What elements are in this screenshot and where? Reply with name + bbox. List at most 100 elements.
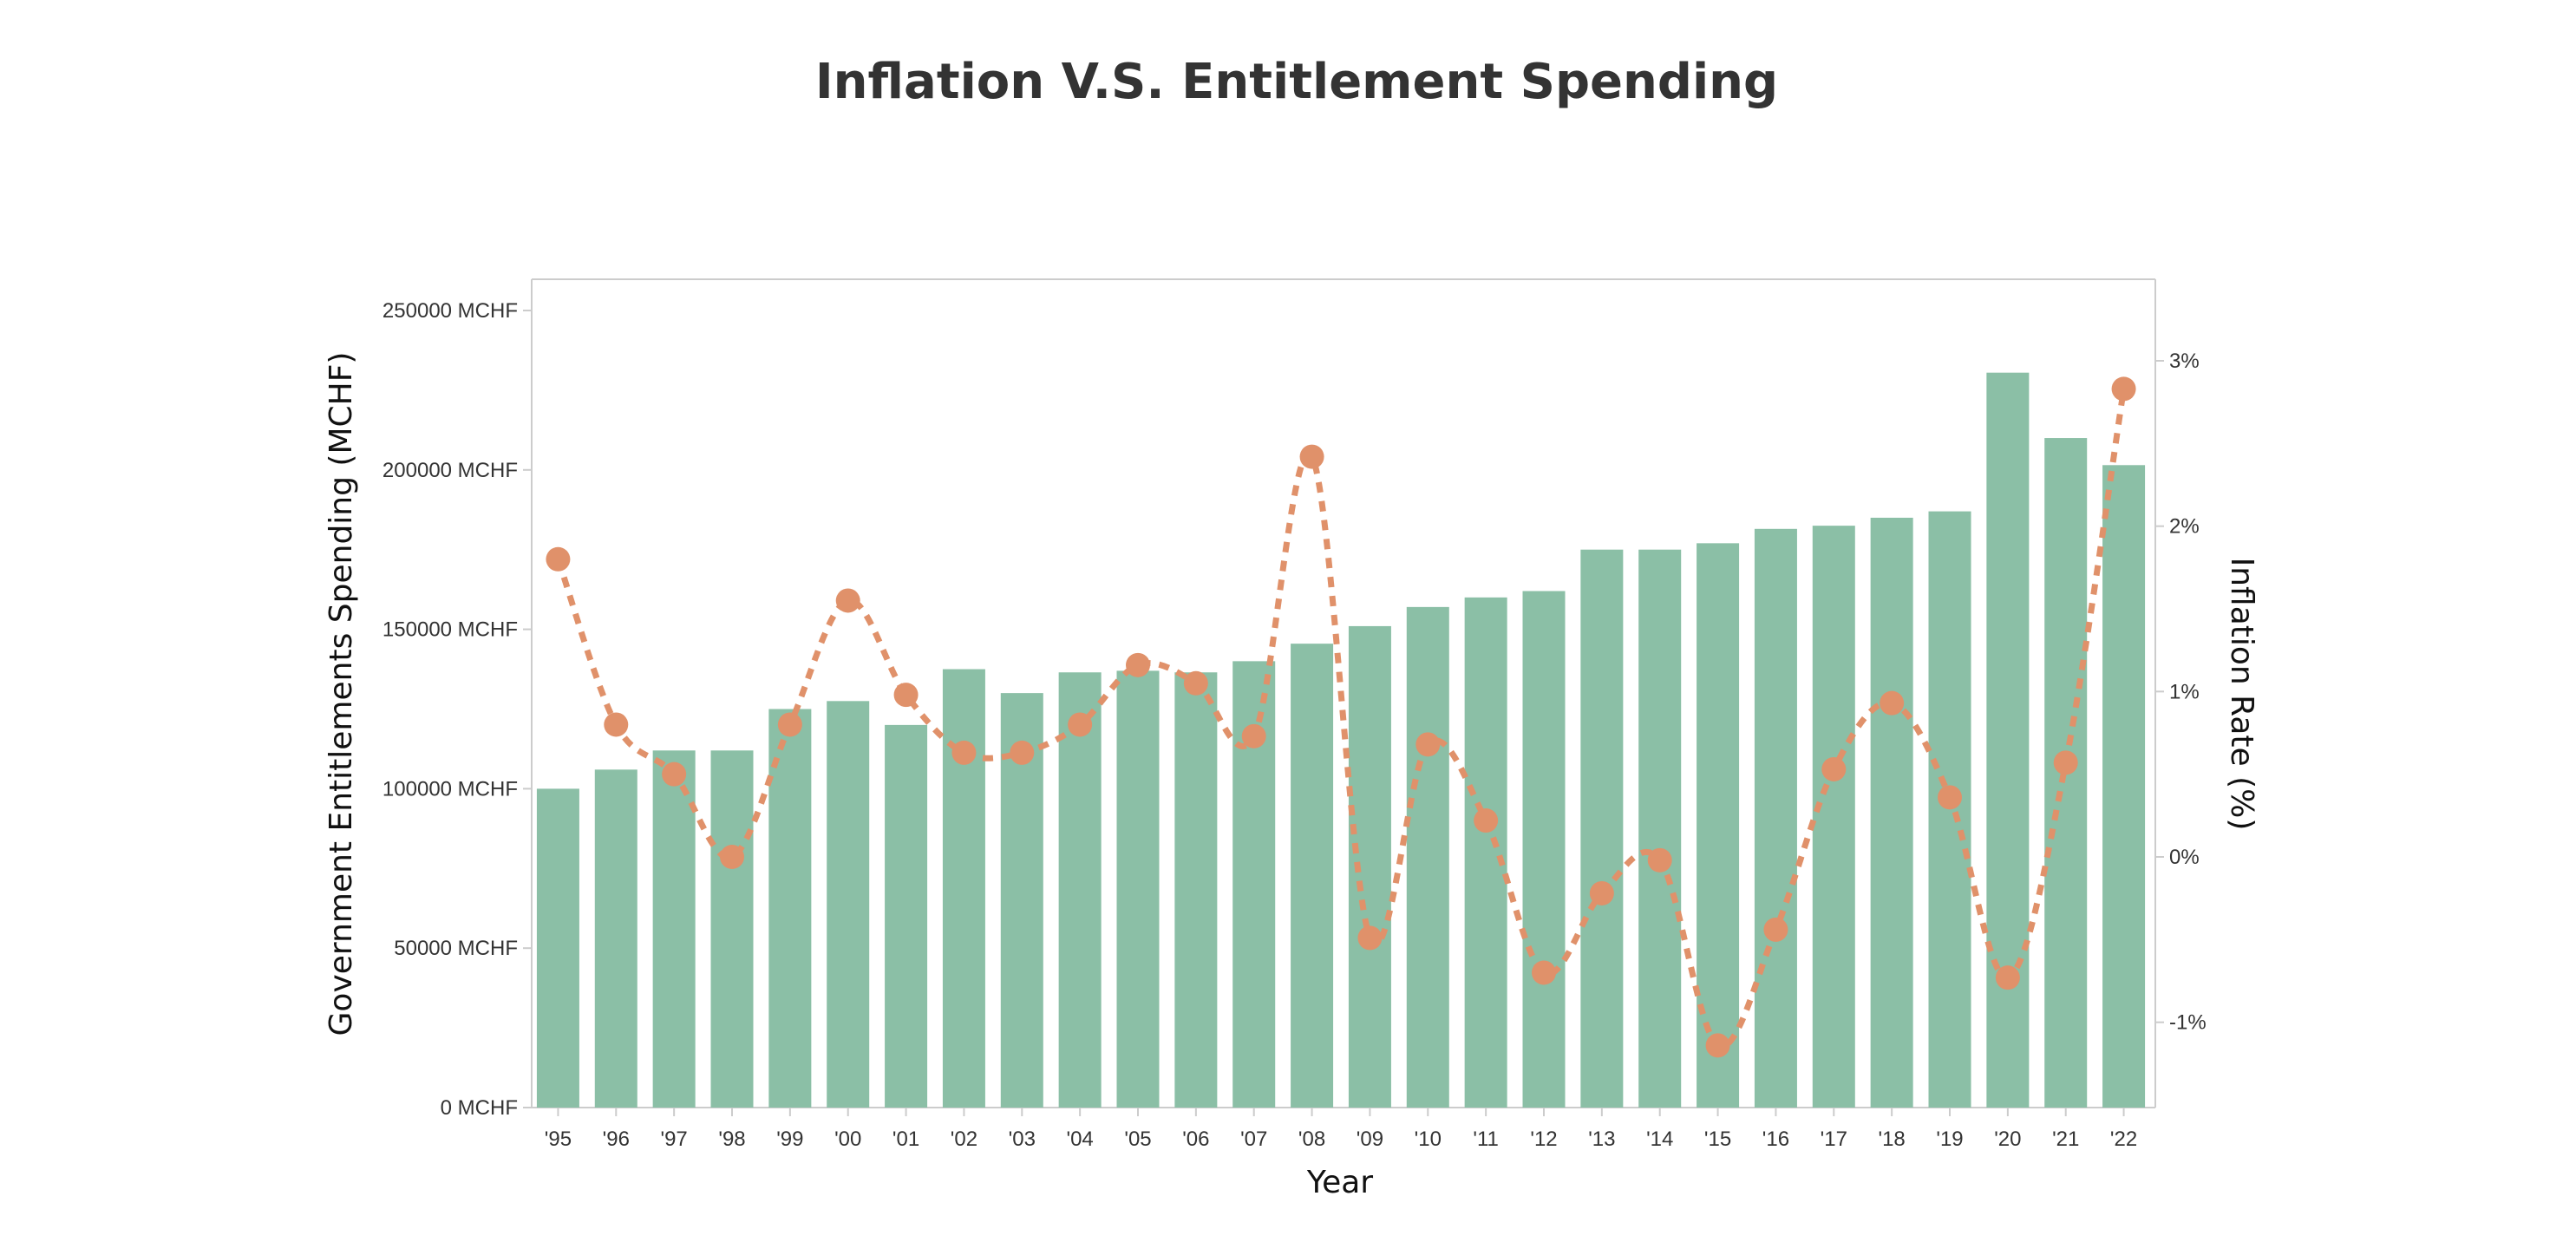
inflation-point bbox=[2053, 750, 2078, 775]
x-tick-label: '01 bbox=[892, 1128, 919, 1151]
x-tick-label: '02 bbox=[951, 1128, 977, 1151]
x-tick-label: '10 bbox=[1415, 1128, 1442, 1151]
inflation-point bbox=[1763, 917, 1788, 942]
inflation-point bbox=[1357, 925, 1383, 951]
x-tick-label: '00 bbox=[834, 1128, 861, 1151]
x-tick-label: '12 bbox=[1530, 1128, 1557, 1151]
y-tick-label: 100000 MCHF bbox=[382, 777, 518, 801]
bar bbox=[1116, 670, 1160, 1108]
inflation-point bbox=[1415, 732, 1441, 757]
inflation-point bbox=[1995, 965, 2020, 990]
bar bbox=[1174, 672, 1218, 1108]
bar bbox=[1058, 672, 1102, 1108]
bar bbox=[768, 709, 812, 1108]
y-tick-label: 50000 MCHF bbox=[394, 937, 518, 960]
bar bbox=[1464, 597, 1507, 1108]
bar bbox=[1580, 549, 1624, 1108]
x-axis-ticks: '95 '96 '97 '98 '99 '00 '01 '02 '03 '04 '05 '06 '07 '… bbox=[545, 1108, 2137, 1151]
x-tick-label: '08 bbox=[1298, 1128, 1325, 1151]
y-tick-label: 150000 MCHF bbox=[382, 618, 518, 642]
bar bbox=[1754, 528, 1797, 1108]
inflation-point bbox=[1299, 444, 1324, 469]
bar bbox=[1522, 591, 1566, 1108]
y-axis-right-title: Inflation Rate (%) bbox=[2224, 558, 2259, 831]
bar bbox=[1697, 543, 1740, 1108]
y-axis-left-ticks: 0 MCHF 50000 MCHF 100000 MCHF 150000 MCHF 20… bbox=[382, 299, 532, 1120]
x-tick-label: '97 bbox=[661, 1128, 688, 1151]
x-tick-label: '15 bbox=[1704, 1128, 1731, 1151]
x-tick-label: '95 bbox=[545, 1128, 572, 1151]
inflation-point bbox=[1241, 723, 1266, 748]
x-tick-label: '98 bbox=[718, 1128, 745, 1151]
bar bbox=[1812, 526, 1855, 1108]
x-tick-label: '17 bbox=[1821, 1128, 1847, 1151]
inflation-point bbox=[720, 845, 744, 869]
inflation-point bbox=[951, 740, 977, 765]
x-tick-label: '16 bbox=[1762, 1128, 1789, 1151]
inflation-point bbox=[1880, 690, 1905, 716]
bar bbox=[536, 788, 579, 1108]
inflation-point bbox=[893, 683, 919, 708]
x-tick-label: '03 bbox=[1009, 1128, 1036, 1151]
bar bbox=[1870, 517, 1913, 1108]
bar bbox=[710, 750, 754, 1108]
bar bbox=[594, 769, 637, 1108]
y-tick-label: 200000 MCHF bbox=[382, 459, 518, 482]
inflation-line-series bbox=[546, 376, 2136, 1058]
inflation-point bbox=[1126, 652, 1150, 677]
bar bbox=[827, 701, 870, 1108]
bar bbox=[2102, 465, 2146, 1108]
bar bbox=[1638, 549, 1682, 1108]
x-tick-label: '19 bbox=[1936, 1128, 1963, 1151]
x-tick-label: '06 bbox=[1182, 1128, 1209, 1151]
inflation-point bbox=[777, 712, 802, 737]
chart-title: Inflation V.S. Entitlement Spending bbox=[815, 54, 1778, 110]
y-axis-right-ticks: -1% 0% 1% 2% 3% bbox=[2155, 350, 2207, 1035]
x-tick-label: '04 bbox=[1067, 1128, 1094, 1151]
inflation-point bbox=[662, 761, 687, 787]
inflation-point bbox=[1647, 847, 1672, 873]
inflation-point bbox=[1532, 960, 1556, 985]
inflation-point bbox=[1821, 756, 1847, 781]
y-tick-label: 250000 MCHF bbox=[382, 299, 518, 323]
x-tick-label: '13 bbox=[1588, 1128, 1615, 1151]
bar-series bbox=[536, 372, 2146, 1108]
y2-tick-label: -1% bbox=[2169, 1011, 2207, 1035]
inflation-point bbox=[604, 712, 629, 737]
y-axis-left-title: Government Entitlements Spending (MCHF) bbox=[324, 352, 359, 1036]
inflation-point bbox=[1010, 740, 1035, 765]
x-tick-label: '20 bbox=[1994, 1128, 2021, 1151]
bar bbox=[1986, 372, 2030, 1108]
inflation-point bbox=[546, 546, 571, 572]
bar bbox=[1406, 606, 1449, 1108]
x-tick-label: '11 bbox=[1473, 1128, 1499, 1151]
x-tick-label: '22 bbox=[2110, 1128, 2137, 1151]
x-axis-title: Year bbox=[1306, 1165, 1373, 1200]
inflation-point bbox=[1068, 712, 1093, 737]
y2-tick-label: 0% bbox=[2169, 846, 2200, 869]
y-tick-label: 0 MCHF bbox=[441, 1096, 518, 1120]
y2-tick-label: 3% bbox=[2169, 350, 2200, 373]
inflation-point bbox=[835, 588, 860, 613]
bar bbox=[942, 669, 985, 1108]
inflation-point bbox=[1474, 808, 1499, 833]
x-tick-label: '99 bbox=[776, 1128, 803, 1151]
x-tick-label: '09 bbox=[1357, 1128, 1383, 1151]
inflation-point bbox=[1938, 785, 1962, 810]
inflation-point bbox=[1589, 880, 1614, 905]
y2-tick-label: 1% bbox=[2169, 680, 2200, 703]
inflation-point bbox=[2111, 376, 2136, 402]
x-tick-label: '14 bbox=[1646, 1128, 1673, 1151]
bar bbox=[1291, 644, 1334, 1108]
inflation-point bbox=[1183, 670, 1208, 696]
bar bbox=[652, 750, 696, 1108]
x-tick-label: '96 bbox=[603, 1128, 630, 1151]
x-tick-label: '07 bbox=[1240, 1128, 1267, 1151]
inflation-point bbox=[1705, 1033, 1730, 1058]
y2-tick-label: 2% bbox=[2169, 515, 2200, 539]
x-tick-label: '18 bbox=[1879, 1128, 1906, 1151]
x-tick-label: '05 bbox=[1124, 1128, 1151, 1151]
bar bbox=[885, 724, 928, 1108]
x-tick-label: '21 bbox=[2052, 1128, 2079, 1151]
